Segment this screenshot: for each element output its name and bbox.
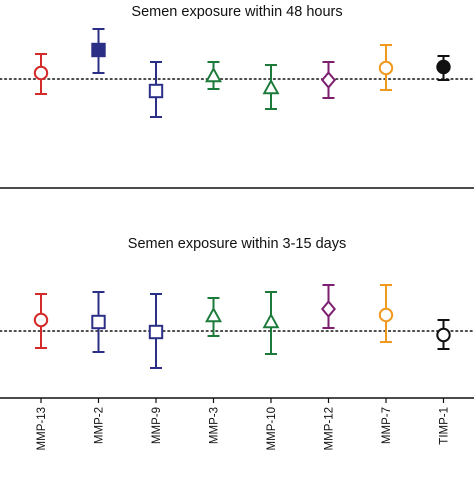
panel-title-3-15d: Semen exposure within 3-15 days (128, 236, 346, 252)
panel-3-15-days: Semen exposure within 3-15 days MMP-13 MM… (0, 236, 474, 450)
marker-square-mmp-2-p1 (91, 314, 106, 330)
marker-triangle-mmp-10-p1 (262, 312, 280, 329)
marker-triangle-mmp-3-p1 (205, 306, 222, 323)
panel-48h-marks (0, 28, 474, 118)
x-tick-label-mmp-13: MMP-13 (36, 407, 48, 450)
panel-title-48h: Semen exposure within 48 hours (131, 4, 342, 20)
marker-diamond-mmp-12-p0 (320, 71, 337, 89)
marker-square-mmp-9-p0 (148, 83, 164, 99)
marker-triangle-mmp-10-p0 (262, 78, 280, 95)
marker-square-mmp-2-p0 (91, 42, 106, 58)
x-tick-label-mmp-9: MMP-9 (151, 407, 163, 444)
marker-circle-timp-1-p0 (436, 59, 451, 75)
x-tick-label-mmp-2: MMP-2 (94, 407, 106, 444)
marker-diamond-mmp-12-p1 (320, 300, 337, 318)
marker-square-mmp-9-p1 (148, 324, 164, 340)
marker-triangle-mmp-3-p0 (205, 66, 222, 83)
panel-48-hours: Semen exposure within 48 hours (0, 4, 474, 189)
marker-circle-mmp-7-p0 (378, 60, 394, 76)
x-tick-label-mmp-10: MMP-10 (266, 407, 278, 450)
marker-circle-mmp-13-p1 (33, 312, 49, 328)
marker-circle-mmp-13-p0 (33, 65, 49, 81)
marker-circle-mmp-7-p1 (378, 307, 394, 323)
x-axis-ticks: MMP-13 MMP-2 MMP-9 MMP-3 MMP-10 MMP-12 MMP-7 TI… (36, 398, 451, 450)
x-tick-label-mmp-3: MMP-3 (209, 407, 221, 444)
panel-3-15d-marks (0, 284, 474, 369)
marker-circle-timp-1-p1 (436, 327, 451, 343)
x-tick-label-mmp-7: MMP-7 (381, 407, 393, 444)
x-tick-label-timp-1: TIMP-1 (439, 407, 451, 445)
x-tick-label-mmp-12: MMP-12 (324, 407, 336, 450)
